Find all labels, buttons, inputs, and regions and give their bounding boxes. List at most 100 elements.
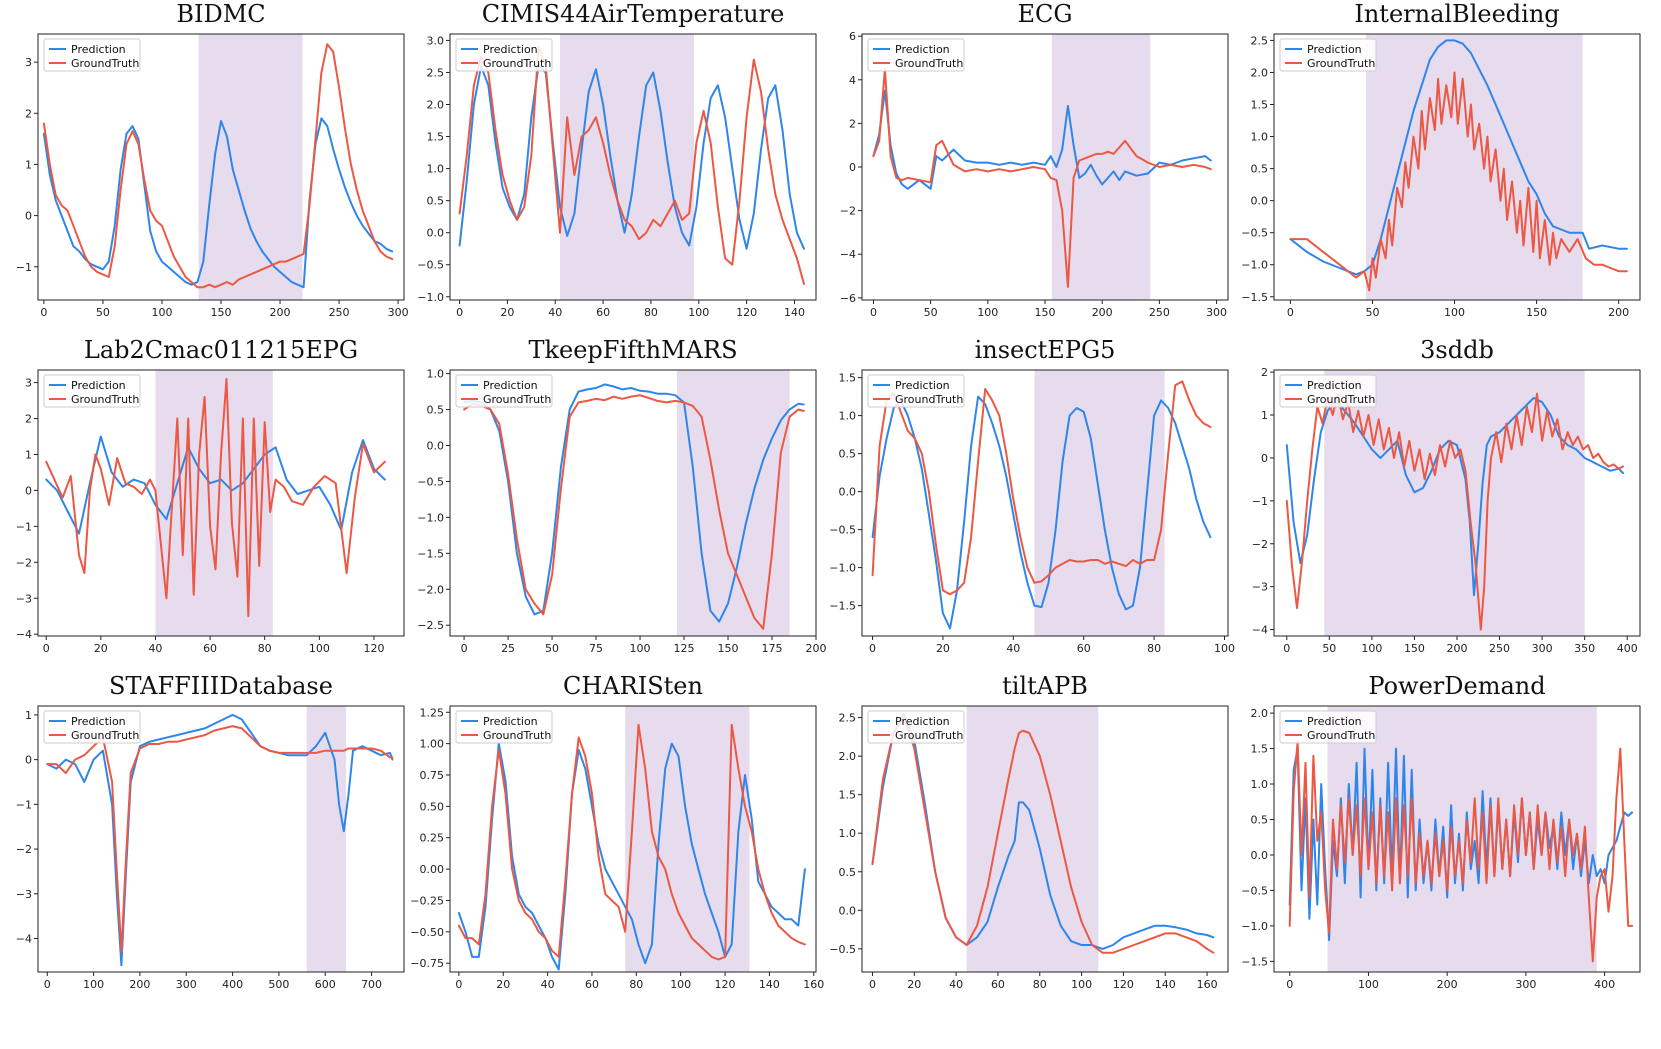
chart-panel: BIDMC 0 50 100 150 200 250 300 −1 0 1 2 3 Prediction G… — [0, 0, 412, 340]
plot-frame — [1273, 705, 1641, 973]
x-tick-label: 60 — [596, 306, 610, 319]
y-tick-label: 1.00 — [420, 738, 445, 751]
y-tick-label: 0.50 — [420, 800, 445, 813]
y-tick-label: 2 — [849, 117, 856, 130]
x-tick-label: 20 — [936, 642, 950, 655]
series-line-prediction — [457, 742, 806, 971]
series-line-groundtruth — [1288, 740, 1634, 963]
x-tick-label: 0 — [870, 306, 877, 319]
legend-label-groundtruth: GroundTruth — [1307, 729, 1375, 742]
x-tick-label: 700 — [361, 978, 382, 991]
y-tick-label: 2.5 — [1251, 34, 1269, 47]
plot-frame — [449, 705, 817, 973]
x-tick-label: 40 — [548, 306, 562, 319]
plot-frame — [37, 369, 405, 637]
y-tick-label: 0.5 — [1251, 163, 1269, 176]
chart-svg: STAFFIIIDatabase 0 100 200 300 400 500 600 700 −4… — [16, 672, 405, 991]
legend-label-prediction: Prediction — [483, 379, 538, 392]
x-tick-label: 120 — [363, 642, 384, 655]
legend-label-groundtruth: GroundTruth — [895, 393, 963, 406]
chart-panel: ECG 0 50 100 150 200 250 300 −6 −4 −2 0 2 4 6 Predictio… — [824, 0, 1236, 340]
series-line-groundtruth — [45, 378, 386, 618]
chart-panel: CIMIS44AirTemperature 0 20 40 60 80 100 120 140 −… — [412, 0, 824, 340]
y-tick-label: −1.0 — [417, 511, 444, 524]
chart-title: CIMIS44AirTemperature — [482, 0, 785, 28]
x-tick-label: 140 — [759, 978, 780, 991]
chart-panel: CHARISten 0 20 40 60 80 100 120 140 160 −0.75 −0.50… — [410, 672, 824, 1012]
chart-svg: PowerDemand 0 100 200 300 400 −1.5 −1.0 −0.5 0.0 0… — [1241, 672, 1641, 991]
y-tick-label: −4 — [16, 932, 32, 945]
y-tick-label: −1 — [16, 798, 32, 811]
legend-label-groundtruth: GroundTruth — [71, 729, 139, 742]
y-tick-label: −2 — [16, 843, 32, 856]
y-tick-label: 1.5 — [839, 372, 857, 385]
y-tick-label: 0.0 — [427, 227, 445, 240]
x-tick-label: 0 — [869, 642, 876, 655]
x-tick-label: 200 — [1437, 978, 1458, 991]
y-tick-label: 1.5 — [839, 789, 857, 802]
legend-box — [43, 374, 141, 408]
y-tick-label: −0.5 — [1241, 884, 1268, 897]
x-tick-label: 120 — [1113, 978, 1134, 991]
x-tick-label: 20 — [496, 978, 510, 991]
x-tick-label: 0 — [44, 978, 51, 991]
x-tick-label: 40 — [1006, 642, 1020, 655]
anomaly-band — [198, 34, 303, 300]
series-line-prediction — [46, 713, 394, 967]
y-tick-label: 3.0 — [427, 34, 445, 47]
y-tick-label: −3 — [1252, 581, 1268, 594]
plot-frame — [37, 705, 405, 973]
y-tick-label: 1.0 — [1251, 778, 1269, 791]
x-tick-label: 150 — [211, 306, 232, 319]
legend-label-groundtruth: GroundTruth — [895, 57, 963, 70]
y-tick-label: −0.5 — [1241, 227, 1268, 240]
chart-title: CHARISten — [563, 672, 703, 700]
x-tick-label: 200 — [129, 978, 150, 991]
y-tick-label: 2.0 — [427, 99, 445, 112]
x-tick-label: 250 — [1489, 642, 1510, 655]
y-tick-label: 0.75 — [420, 769, 445, 782]
anomaly-band — [1051, 34, 1151, 300]
x-tick-label: 120 — [736, 306, 757, 319]
x-tick-label: 160 — [803, 978, 824, 991]
legend-label-prediction: Prediction — [895, 715, 950, 728]
chart-svg: CHARISten 0 20 40 60 80 100 120 140 160 −0.75 −0.50… — [410, 672, 824, 991]
x-tick-label: 60 — [991, 978, 1005, 991]
anomaly-band — [1034, 370, 1165, 636]
x-tick-label: 60 — [585, 978, 599, 991]
x-tick-label: 80 — [258, 642, 272, 655]
x-tick-label: 500 — [268, 978, 289, 991]
x-tick-label: 160 — [1197, 978, 1218, 991]
series-line-prediction — [872, 89, 1212, 190]
legend-label-prediction: Prediction — [895, 43, 950, 56]
x-tick-label: 100 — [1444, 306, 1465, 319]
x-tick-label: 100 — [1071, 978, 1092, 991]
x-tick-label: 50 — [924, 306, 938, 319]
y-tick-label: −0.5 — [829, 943, 856, 956]
x-tick-label: 350 — [1574, 642, 1595, 655]
y-tick-label: −1.5 — [417, 547, 444, 560]
x-tick-label: 0 — [1283, 642, 1290, 655]
x-tick-label: 140 — [784, 306, 805, 319]
series-line-prediction — [45, 435, 386, 535]
y-tick-label: −6 — [840, 292, 856, 305]
x-tick-label: 100 — [1358, 978, 1379, 991]
series-line-groundtruth — [872, 67, 1212, 288]
y-tick-label: −1.0 — [417, 291, 444, 304]
plot-frame — [449, 33, 817, 301]
y-tick-label: 1.0 — [839, 827, 857, 840]
x-tick-label: 200 — [806, 642, 827, 655]
y-tick-label: 0.5 — [427, 195, 445, 208]
x-tick-label: 50 — [545, 642, 559, 655]
series-line-groundtruth — [457, 723, 806, 961]
x-tick-label: 0 — [461, 642, 468, 655]
chart-svg: InternalBleeding 0 50 100 150 200 −1.5 −1.0 −0.5… — [1241, 0, 1641, 319]
x-tick-label: 75 — [589, 642, 603, 655]
legend-label-prediction: Prediction — [895, 379, 950, 392]
plot-frame — [449, 369, 817, 637]
y-tick-label: 1 — [25, 448, 32, 461]
x-tick-label: 0 — [40, 306, 47, 319]
